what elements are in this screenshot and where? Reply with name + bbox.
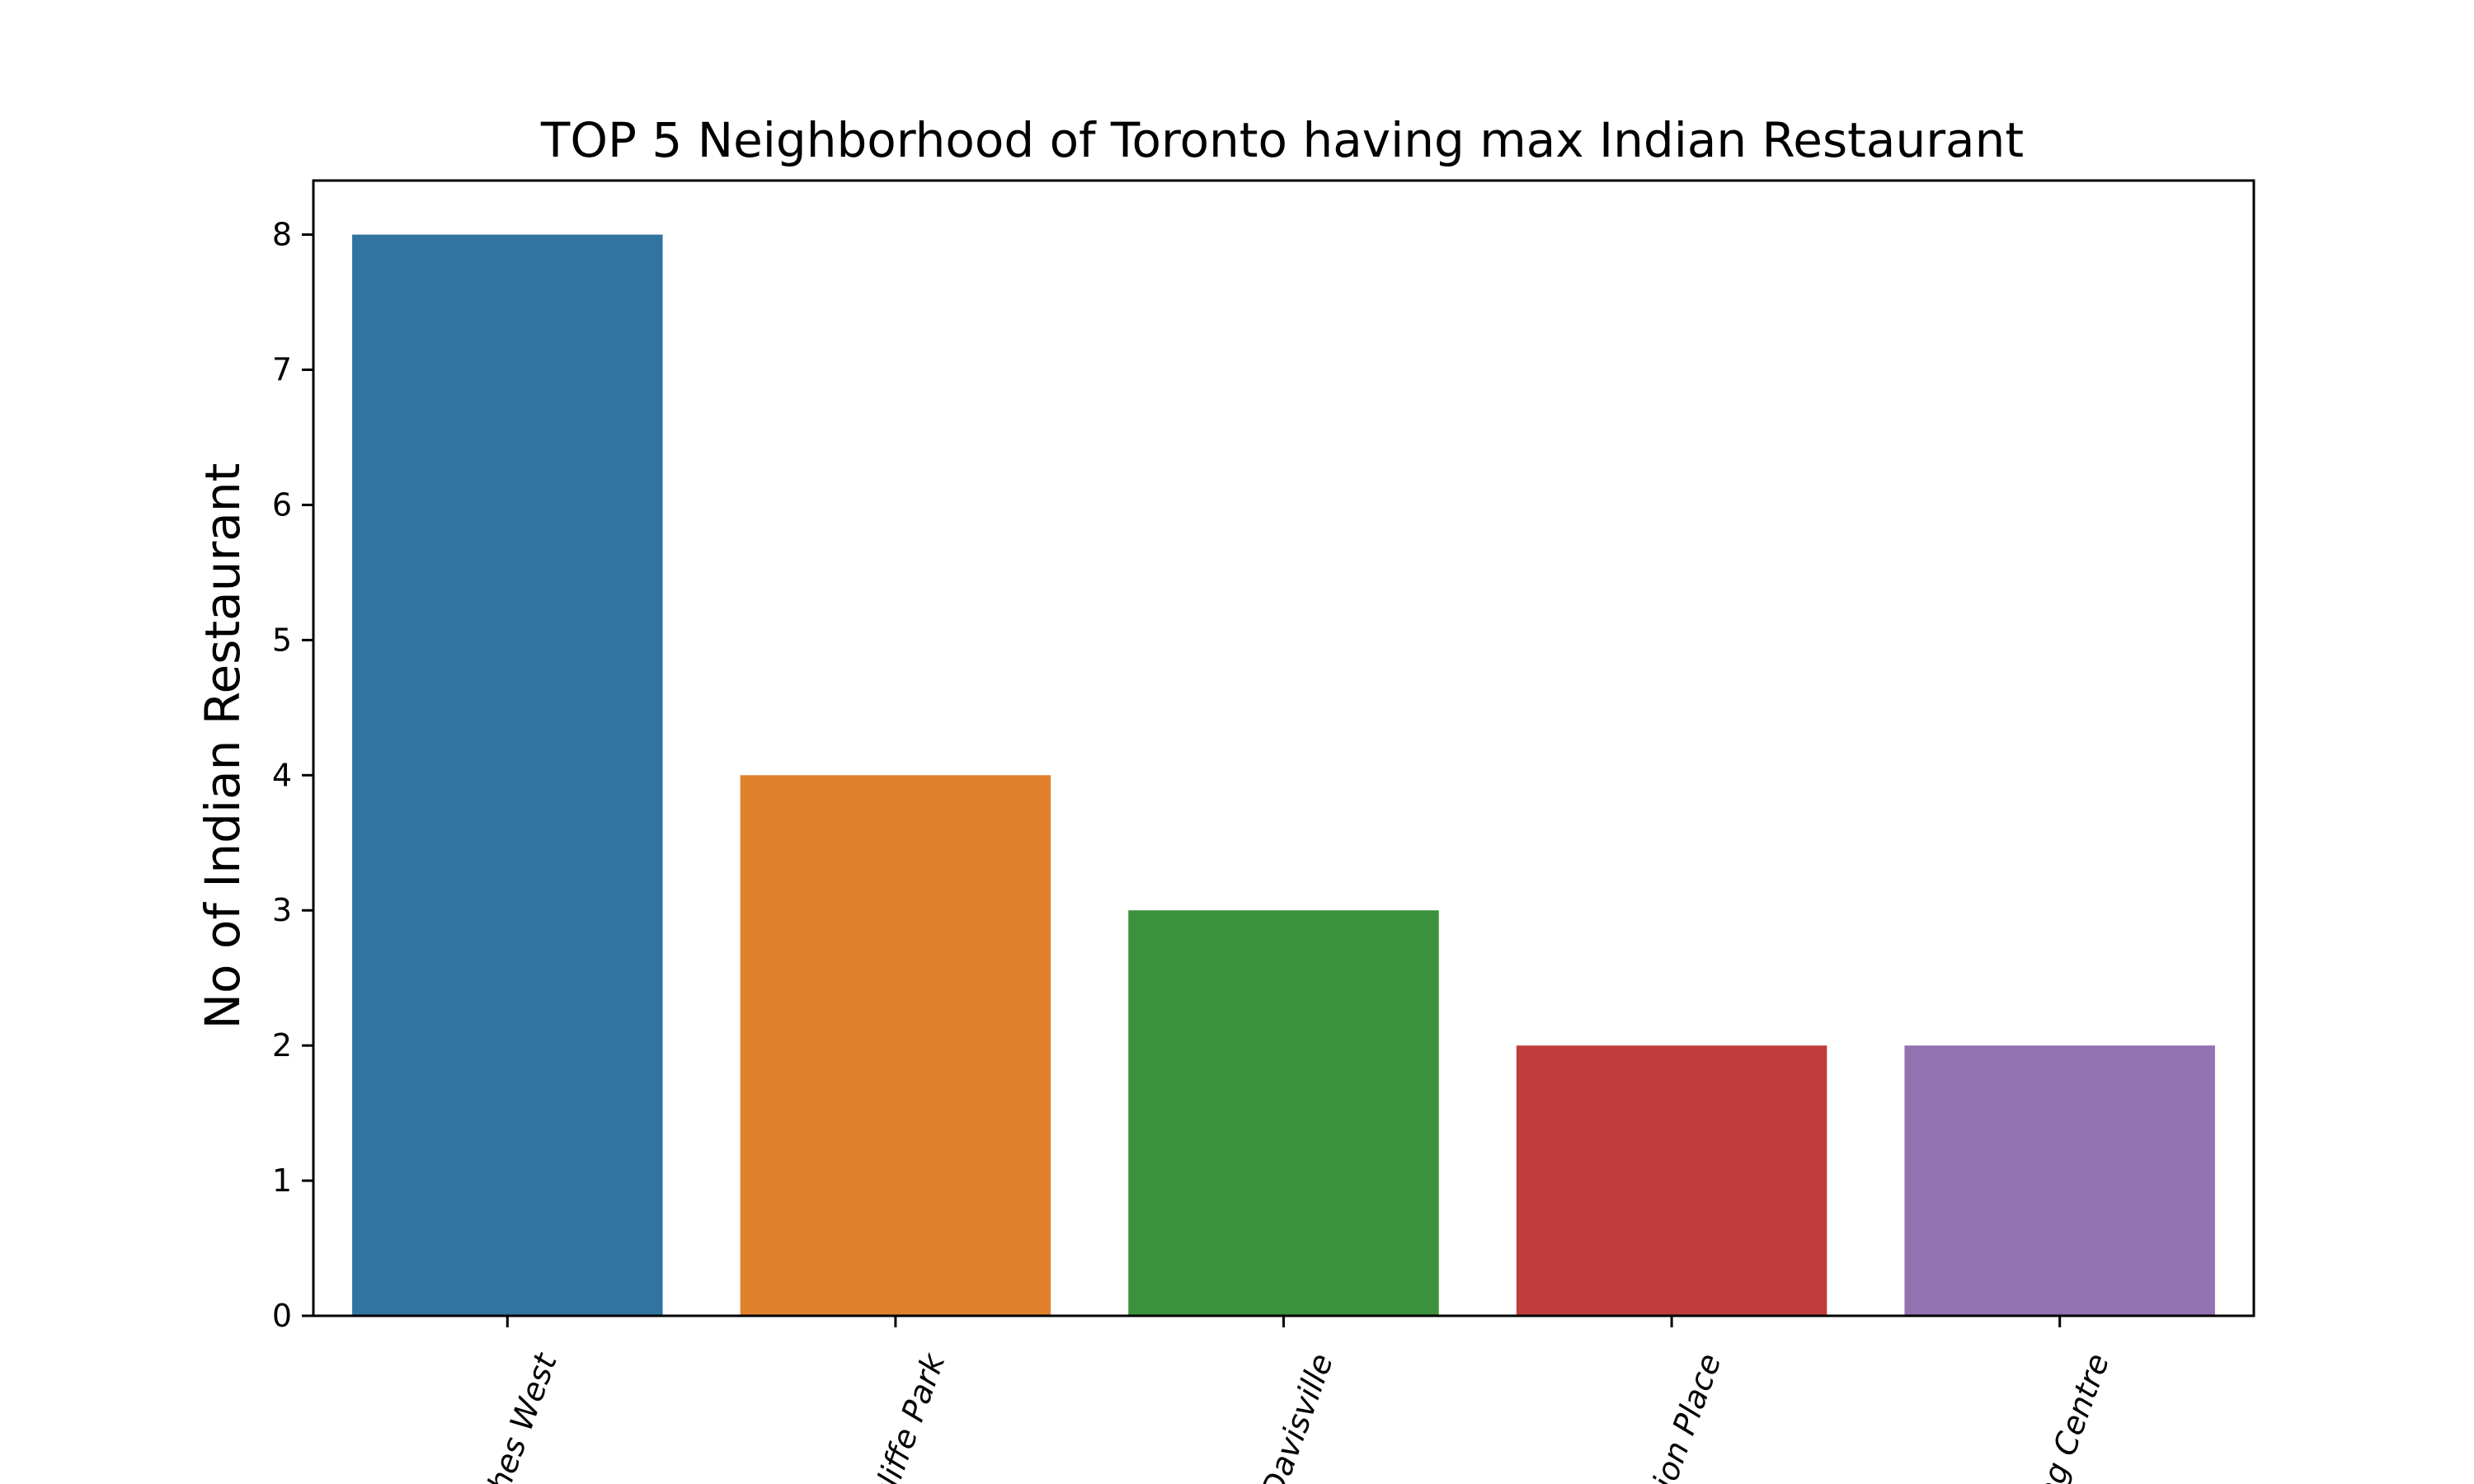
y-axis-label: No of Indian Restaurant xyxy=(195,463,251,1030)
y-tick-label: 3 xyxy=(272,892,292,928)
y-tick-label: 4 xyxy=(272,757,292,793)
bar-1 xyxy=(352,234,663,1317)
x-tick-label: ng Centre xyxy=(2029,1349,2116,1484)
y-tick-label: 7 xyxy=(272,352,292,388)
plot-marks xyxy=(352,234,2215,1317)
x-axis-ticks: ches West cliffe Park Davisville tion Place… xyxy=(474,1316,2116,1484)
y-tick-label: 5 xyxy=(272,622,292,658)
y-tick-label: 6 xyxy=(272,486,292,523)
bar-3 xyxy=(1128,910,1439,1316)
x-tick-label: cliffe Park xyxy=(864,1347,952,1484)
y-tick-label: 0 xyxy=(272,1298,292,1334)
bar-2 xyxy=(740,775,1051,1316)
bar-5 xyxy=(1904,1045,2215,1316)
x-tick-label: tion Place xyxy=(1642,1349,1729,1484)
chart-title: TOP 5 Neighborhood of Toronto having max… xyxy=(540,112,2024,168)
y-tick-label: 2 xyxy=(272,1027,292,1064)
x-tick-label: Davisville xyxy=(1254,1349,1340,1484)
x-tick-label: ches West xyxy=(474,1347,564,1484)
y-tick-label: 8 xyxy=(272,217,292,253)
y-axis-ticks: 0 1 2 3 4 5 6 7 8 xyxy=(272,217,313,1334)
y-tick-label: 1 xyxy=(272,1162,292,1199)
bar-4 xyxy=(1516,1045,1827,1316)
